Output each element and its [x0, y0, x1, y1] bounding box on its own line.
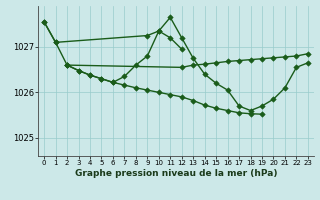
X-axis label: Graphe pression niveau de la mer (hPa): Graphe pression niveau de la mer (hPa)	[75, 169, 277, 178]
